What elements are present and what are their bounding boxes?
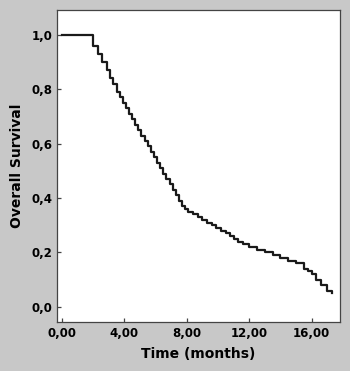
Y-axis label: Overall Survival: Overall Survival — [10, 104, 25, 228]
X-axis label: Time (months): Time (months) — [141, 347, 256, 361]
